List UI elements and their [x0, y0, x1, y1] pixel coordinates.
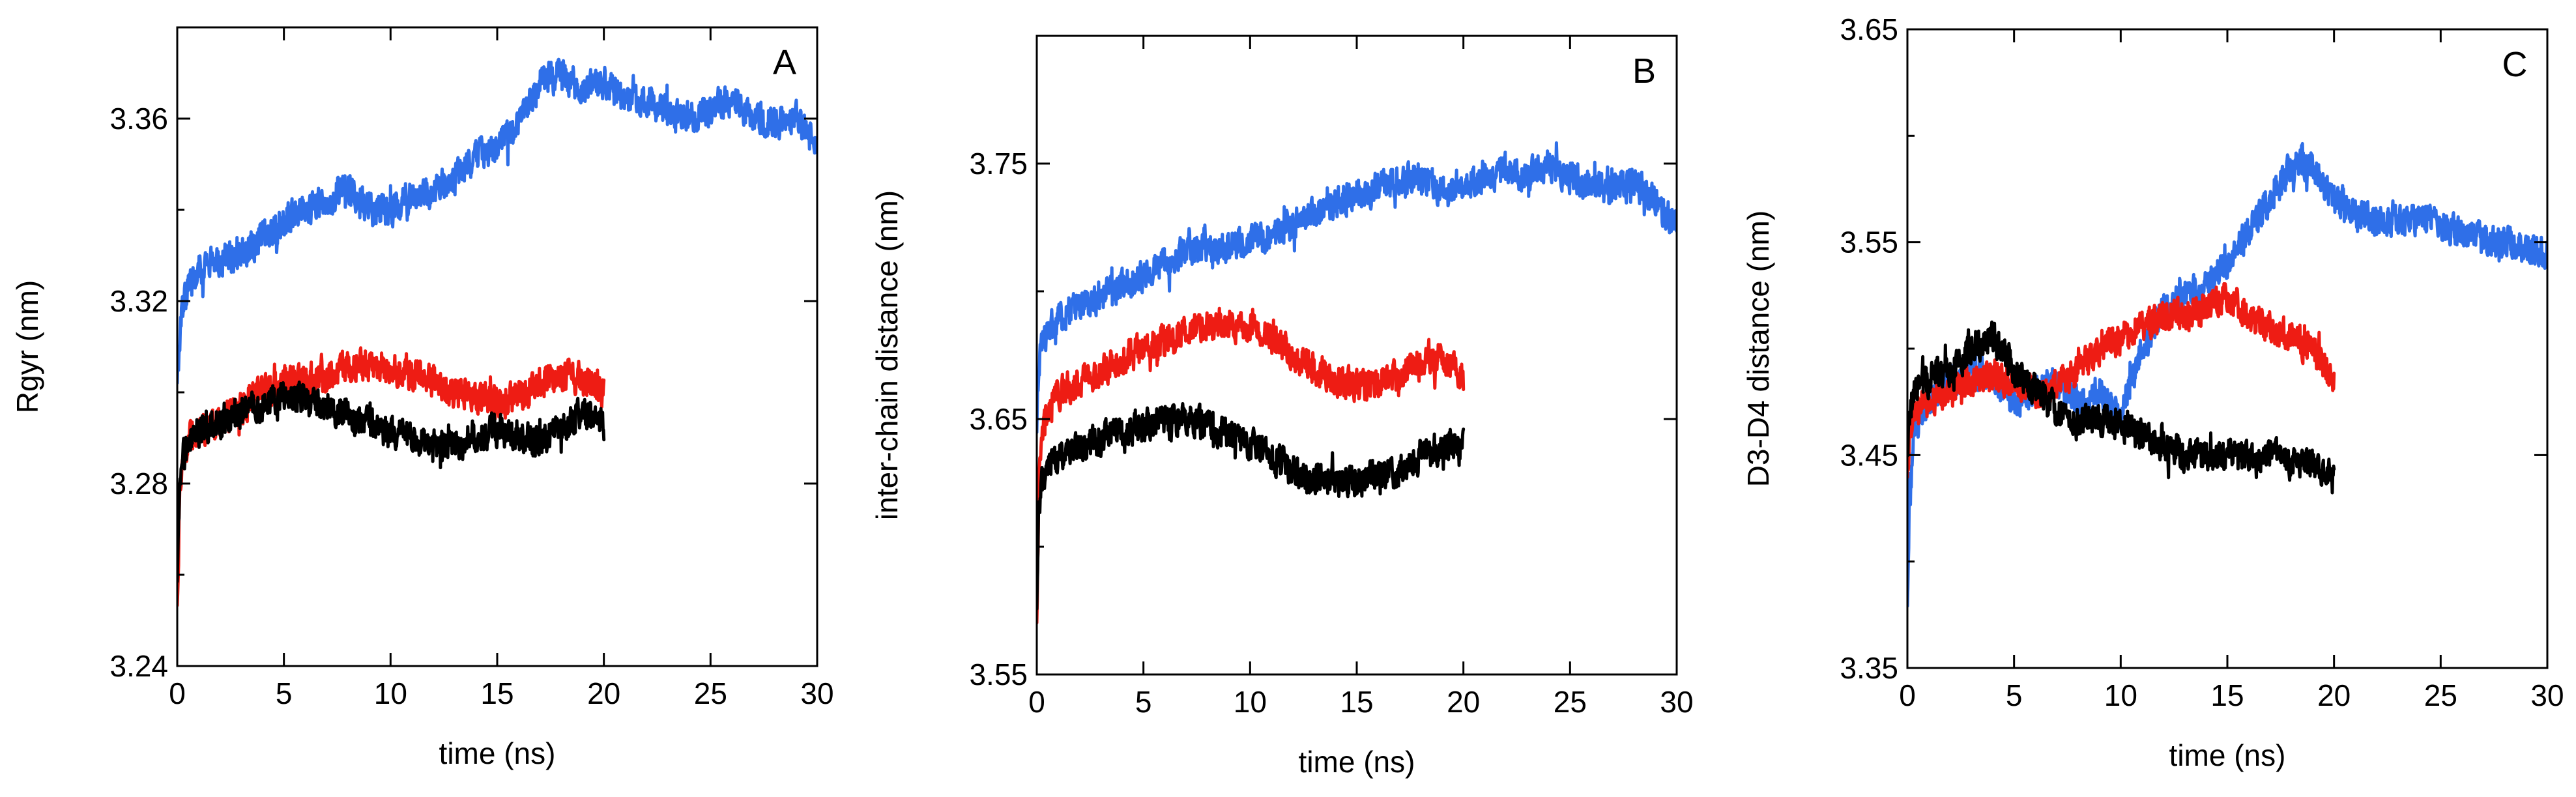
y-tick-label: 3.35 — [1840, 651, 1898, 685]
y-tick-label: 3.45 — [1840, 438, 1898, 472]
x-tick-label: 30 — [800, 676, 833, 710]
x-tick-label: 15 — [2210, 678, 2244, 712]
x-tick-label: 10 — [374, 676, 407, 710]
series-line-black — [177, 380, 606, 583]
panel-letter: A — [773, 43, 796, 82]
y-tick-label: 3.55 — [1840, 225, 1898, 259]
plot-area — [1907, 141, 2547, 608]
x-tick-label: 15 — [480, 676, 514, 710]
series-line-black — [1907, 320, 2336, 495]
x-tick-label: 10 — [1234, 685, 1267, 719]
x-axis-title: time (ns) — [2169, 738, 2286, 772]
plot-frame — [176, 26, 818, 667]
series-line-red — [1037, 306, 1466, 625]
series-line-blue — [177, 57, 817, 385]
x-tick-label: 5 — [2006, 678, 2023, 712]
series-line-blue — [1907, 141, 2547, 608]
y-tick-label: 3.55 — [969, 658, 1028, 691]
y-tick-label: 3.75 — [969, 147, 1028, 181]
y-axis-title: D3-D4 distance (nm) — [1741, 210, 1775, 487]
x-tick-label: 0 — [1899, 678, 1916, 712]
panel-a: 0 5 10 15 20 25 30 3.24 3.28 3.32 3.36 time (ns) Rgy… — [10, 26, 834, 770]
panel-letter: B — [1632, 51, 1656, 91]
y-tick-label: 3.36 — [109, 102, 168, 136]
y-axis-title: inter-chain distance (nm) — [870, 190, 904, 520]
series-line-black — [1037, 402, 1466, 611]
y-tick-label: 3.28 — [109, 467, 168, 500]
x-tick-label: 5 — [1135, 685, 1152, 719]
x-tick-label: 20 — [1447, 685, 1480, 719]
y-axis-title: Rgyr (nm) — [10, 280, 44, 413]
panel-letter: C — [2502, 45, 2528, 84]
x-tick-label: 25 — [694, 676, 727, 710]
series-line-red — [177, 346, 606, 607]
panel-c: 0 5 10 15 20 25 30 3.35 3.45 3.55 3.65 time (ns) D3-… — [1741, 12, 2564, 772]
x-tick-label: 15 — [1340, 685, 1373, 719]
series-line-red — [1907, 282, 2336, 479]
x-tick-label: 30 — [1660, 685, 1693, 719]
x-tick-label: 25 — [2424, 678, 2457, 712]
y-tick-label: 3.65 — [969, 402, 1028, 436]
plot-area — [177, 57, 817, 607]
x-tick-label: 20 — [2317, 678, 2351, 712]
x-tick-label: 25 — [1554, 685, 1587, 719]
x-axis-title: time (ns) — [1299, 745, 1415, 779]
x-tick-label: 20 — [587, 676, 620, 710]
y-tick-label: 3.32 — [109, 284, 168, 318]
y-tick-label: 3.24 — [109, 649, 168, 683]
x-tick-label: 0 — [169, 676, 186, 710]
x-tick-label: 0 — [1028, 685, 1045, 719]
x-axis-title: time (ns) — [439, 736, 556, 770]
x-tick-label: 10 — [2104, 678, 2137, 712]
series-line-blue — [1037, 141, 1677, 434]
x-tick-label: 5 — [276, 676, 293, 710]
y-tick-label: 3.65 — [1840, 12, 1898, 46]
x-tick-label: 30 — [2530, 678, 2564, 712]
plot-area — [1037, 141, 1677, 625]
panel-b: 0 5 10 15 20 25 30 3.55 3.65 3.75 time (ns) inter-c… — [870, 35, 1694, 779]
